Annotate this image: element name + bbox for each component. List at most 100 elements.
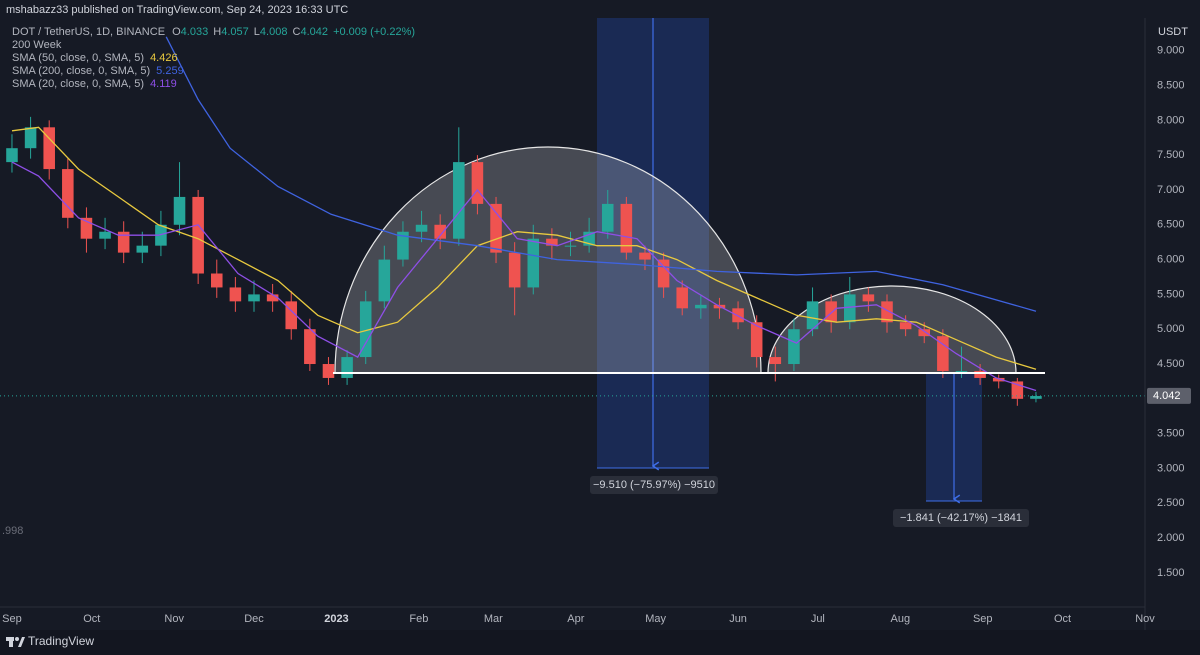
x-tick-label: Aug — [891, 613, 911, 625]
x-tick-label: Nov — [164, 613, 184, 625]
measure-label: −9.510 (−75.97%) −9510 — [593, 479, 715, 491]
ohlc-key: H — [213, 26, 221, 38]
candle-body — [471, 162, 484, 204]
legend-name: SMA (200, close, 0, SMA, 5) — [12, 65, 150, 77]
y-tick-label: 3.500 — [1157, 428, 1185, 440]
sma-line — [11, 126, 1037, 370]
x-tick-label: Apr — [567, 613, 584, 625]
candle-body — [6, 148, 18, 163]
footer-bar — [0, 630, 1200, 655]
x-tick-label: Sep — [2, 613, 22, 625]
x-tick-label: May — [645, 613, 666, 625]
candle-body — [508, 252, 521, 288]
y-tick-label: 3.000 — [1157, 462, 1185, 474]
candle-body — [415, 224, 428, 232]
candle-body — [1030, 396, 1042, 399]
change: +0.009 (+0.22%) — [333, 26, 415, 38]
last-price-box — [1147, 387, 1191, 404]
candle-body — [601, 203, 614, 232]
candle-body — [322, 364, 335, 378]
measure-label-box — [590, 476, 718, 494]
candle-body — [229, 287, 242, 302]
candle-body — [173, 196, 186, 225]
ohlc-value: 4.008 — [260, 26, 288, 38]
legend-entry: SMA (20, close, 0, SMA, 5) 4.119 — [12, 78, 177, 90]
x-tick-label: Oct — [83, 613, 100, 625]
symbol: DOT / TetherUS, 1D, BINANCE — [12, 26, 165, 38]
legend-row: DOT / TetherUS, 1D, BINANCE O4.033 H4.05… — [12, 26, 415, 38]
sma-line — [11, 161, 1037, 392]
ohlc-key: L — [254, 26, 260, 38]
x-tick-label: Feb — [409, 613, 428, 625]
measure-label-box — [893, 509, 1029, 527]
candle-body — [248, 294, 260, 302]
candle-body — [397, 231, 409, 260]
candle-body — [304, 329, 316, 365]
x-tick-label: Jul — [811, 613, 825, 625]
candle-body — [546, 238, 558, 246]
ohlc-value: 4.042 — [300, 26, 328, 38]
candle-body — [62, 169, 74, 218]
y-tick-label: 8.000 — [1157, 114, 1185, 126]
y-tick-label: 2.500 — [1157, 497, 1185, 509]
y-tick-label: 6.500 — [1157, 219, 1185, 231]
y-tick-label: 9.000 — [1157, 45, 1185, 57]
candle-body — [750, 322, 763, 358]
candle-body — [341, 357, 353, 378]
candle-body — [453, 162, 465, 239]
legend-name: SMA (50, close, 0, SMA, 5) — [12, 52, 144, 64]
last-price-label: 4.042 — [1153, 390, 1181, 402]
candle-body — [155, 224, 167, 246]
ohlc-key: O — [172, 26, 181, 38]
candle-body — [583, 231, 595, 246]
candle-body — [266, 294, 279, 302]
published-note: mshabazz33 published on TradingView.com,… — [6, 4, 348, 16]
candle-body — [974, 370, 986, 378]
candle-body — [285, 301, 298, 330]
x-tick-label: Dec — [244, 613, 264, 625]
candle-body — [359, 301, 372, 358]
candle-body — [99, 231, 111, 239]
legend-entry: SMA (200, close, 0, SMA, 5) 5.259 — [12, 65, 184, 77]
y-tick-label: 1.500 — [1157, 567, 1185, 579]
ohlc-value: 4.033 — [181, 26, 209, 38]
candle-body — [434, 224, 446, 239]
candle-body — [620, 203, 633, 253]
y-tick-label: 7.000 — [1157, 184, 1185, 196]
y-tick-label: 6.000 — [1157, 253, 1185, 265]
legend-name: SMA (20, close, 0, SMA, 5) — [12, 78, 144, 90]
candle-body — [24, 127, 37, 149]
footer-brand: TradingView — [28, 634, 94, 648]
candle-body — [955, 370, 968, 372]
candle-body — [918, 329, 931, 337]
measure-label: −1.841 (−42.17%) −1841 — [900, 512, 1022, 524]
sma-line — [165, 36, 1037, 312]
candle-body — [881, 301, 893, 323]
candle-body — [844, 294, 856, 323]
indicator: 200 Week — [12, 39, 62, 51]
x-tick-label: Jun — [729, 613, 747, 625]
legend-value: 5.259 — [156, 65, 184, 77]
candle-body — [806, 301, 819, 330]
cup-arc — [334, 146, 762, 374]
candle-body — [564, 245, 577, 247]
legend-entry: SMA (50, close, 0, SMA, 5) 4.426 — [12, 52, 178, 64]
candle-body — [695, 304, 707, 309]
candle-body — [992, 377, 1005, 382]
candle-body — [490, 203, 502, 253]
y-tick-label: 7.500 — [1157, 149, 1185, 161]
candle-body — [657, 259, 670, 288]
legend-value: 4.426 — [150, 52, 178, 64]
ohlc-value: 4.057 — [221, 26, 249, 38]
drawings — [334, 18, 1017, 501]
candle-body — [788, 329, 800, 365]
y-tick-label: 2.000 — [1157, 532, 1185, 544]
candle-body — [136, 245, 149, 253]
cut-label: .998 — [2, 525, 23, 537]
candle-body — [639, 252, 651, 260]
x-tick-label: Mar — [484, 613, 503, 625]
candle-body — [210, 273, 223, 288]
candle-body — [117, 231, 130, 253]
